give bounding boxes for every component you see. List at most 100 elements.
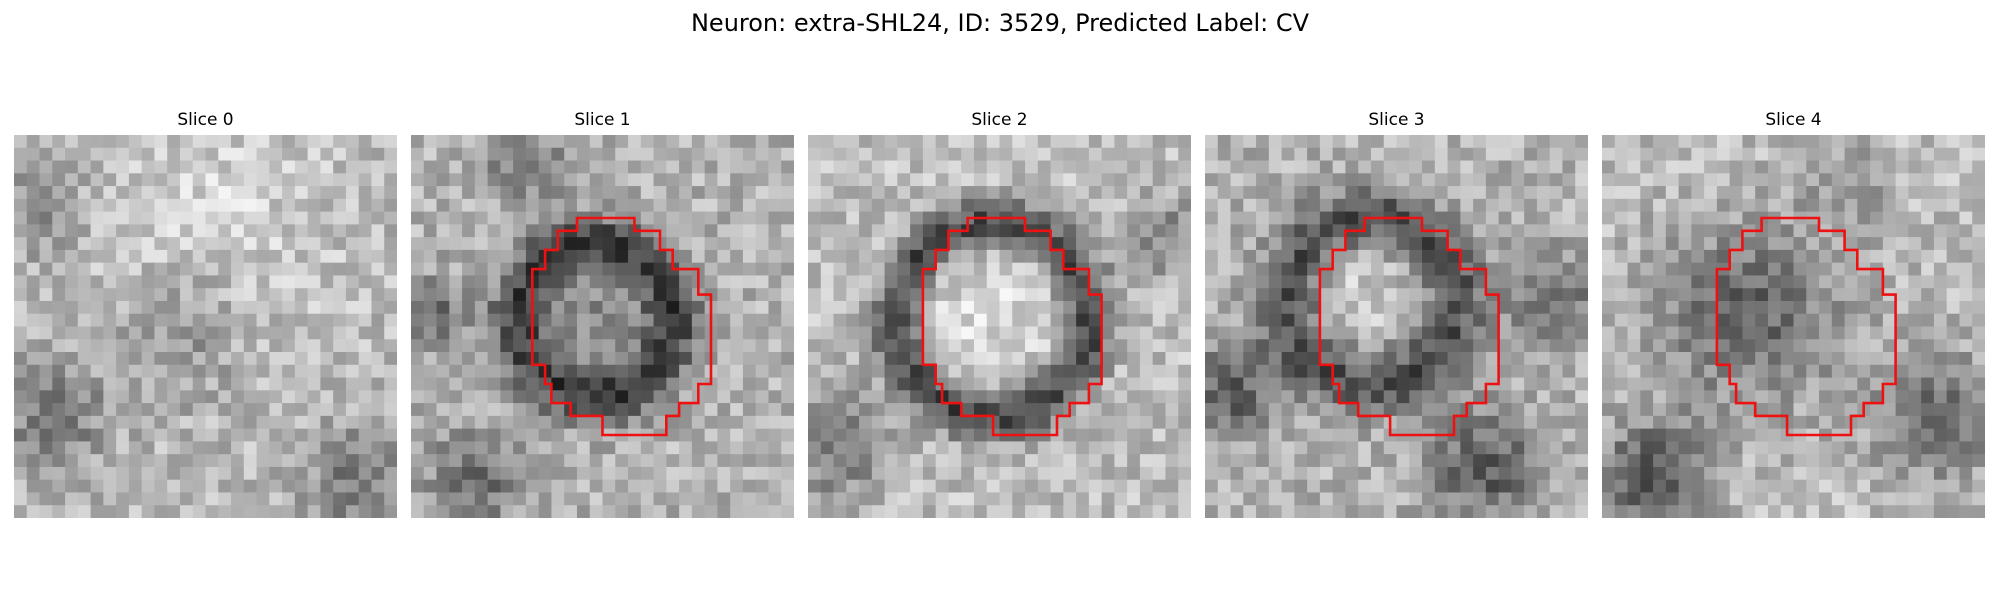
slice-pixel: [1972, 492, 1985, 506]
slice-pixel: [1345, 415, 1359, 430]
slice-pixel: [1473, 377, 1487, 391]
slice-pixel: [1319, 352, 1334, 366]
slice-pixel: [449, 326, 463, 340]
slice-pixel: [1345, 441, 1359, 455]
slice-pixel: [602, 505, 616, 518]
slice-pixel: [1025, 403, 1039, 417]
slice-pixel: [1205, 492, 1219, 506]
slice-pixel: [961, 326, 975, 340]
slice-pixel: [1114, 377, 1128, 391]
slice-pixel: [910, 428, 924, 442]
slice-pixel: [691, 441, 706, 455]
slice-pixel: [1358, 428, 1372, 442]
slice-pixel: [935, 288, 950, 302]
slice-pixel: [411, 300, 425, 315]
slice-pixel: [39, 403, 53, 417]
slice-pixel: [742, 428, 757, 442]
slice-pixel: [973, 428, 988, 442]
slice-pixel: [243, 262, 258, 277]
slice-pixel: [589, 160, 604, 174]
slice-pixel: [1946, 466, 1961, 481]
slice-pixel: [1268, 479, 1283, 494]
slice-pixel: [1396, 313, 1410, 328]
slice-pixel: [1908, 288, 1922, 302]
slice-pixel: [897, 300, 911, 315]
slice-pixel: [1050, 211, 1064, 225]
slice-pixel: [77, 249, 92, 264]
slice-pixel: [1217, 505, 1232, 518]
slice-pixel: [500, 173, 514, 187]
slice-pixel: [742, 492, 757, 506]
slice-pixel: [436, 492, 450, 506]
slice-pixel: [39, 441, 53, 455]
slice-pixel: [1575, 441, 1588, 455]
slice-pixel: [77, 377, 92, 391]
slice-pixel: [358, 339, 373, 353]
slice-pixel: [320, 275, 334, 289]
slice-pixel: [1562, 198, 1576, 213]
slice-pixel: [1793, 364, 1807, 379]
slice-pixel: [52, 211, 66, 225]
slice-pixel: [1165, 377, 1179, 391]
slice-pixel: [1307, 339, 1321, 353]
slice-pixel: [128, 198, 143, 213]
slice-pixel: [1422, 479, 1436, 494]
slice-pixel: [1806, 186, 1820, 200]
slice-pixel: [1370, 198, 1385, 213]
slice-pixel: [103, 428, 117, 442]
slice-pixel: [1627, 275, 1641, 289]
slice-pixel: [77, 262, 92, 277]
slice-pixel: [474, 186, 489, 200]
slice-pixel: [820, 390, 835, 404]
slice-pixel: [1933, 237, 1948, 251]
slice-pixel: [243, 479, 258, 494]
slice-pixel: [1396, 147, 1410, 162]
slice-pixel: [205, 198, 219, 213]
slice-pixel: [948, 186, 962, 200]
slice-pixel: [1037, 211, 1052, 225]
slice-pixel: [231, 262, 245, 277]
slice-pixel: [1627, 288, 1641, 302]
slice-pixel: [628, 403, 642, 417]
slice-pixel: [205, 454, 219, 468]
slice-pixel: [1640, 505, 1654, 518]
slice-pixel: [717, 339, 731, 353]
slice-pixel: [243, 300, 258, 315]
slice-pixel: [755, 352, 770, 366]
slice-pixel: [820, 288, 835, 302]
slice-pixel: [65, 339, 79, 353]
slice-pixel: [320, 339, 334, 353]
slice-pixel: [1704, 198, 1718, 213]
slice-pixel: [742, 339, 757, 353]
slice-pixel: [513, 300, 527, 315]
slice-pixel: [897, 211, 911, 225]
slice-pixel: [1614, 224, 1629, 238]
slice-pixel: [1946, 160, 1961, 174]
slice-pixel: [730, 160, 744, 174]
slice-pixel: [1025, 441, 1039, 455]
slice-pixel: [141, 339, 156, 353]
slice-pixel: [449, 415, 463, 430]
slice-pixel: [231, 326, 245, 340]
slice-pixel: [564, 339, 578, 353]
slice-pixel: [1088, 313, 1103, 328]
slice-pixel: [1165, 352, 1179, 366]
slice-pixel: [576, 135, 591, 149]
slice-pixel: [1178, 403, 1191, 417]
slice-pixel: [1767, 479, 1782, 494]
slice-pixel: [755, 288, 770, 302]
slice-pixel: [1640, 313, 1654, 328]
slice-pixel: [333, 198, 347, 213]
slice-pixel: [1921, 364, 1935, 379]
slice-pixel: [320, 505, 334, 518]
slice-pixel: [1602, 313, 1616, 328]
slice-pixel: [371, 454, 385, 468]
slice-pixel: [1307, 492, 1321, 506]
slice-pixel: [973, 288, 988, 302]
slice-pixel: [154, 339, 168, 353]
slice-pixel: [1012, 135, 1026, 149]
slice-pixel: [90, 275, 104, 289]
slice-pixel: [1653, 352, 1667, 366]
slice-pixel: [564, 441, 578, 455]
slice-pixel: [52, 441, 66, 455]
